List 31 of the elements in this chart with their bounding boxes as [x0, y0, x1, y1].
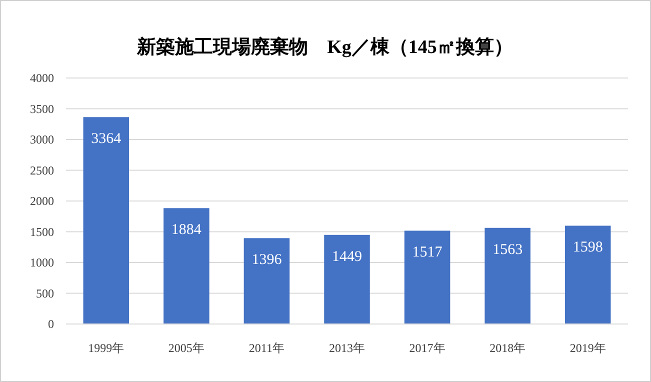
data-label: 1517: [412, 244, 443, 261]
bar: [484, 228, 530, 324]
x-tick-label: 2019年: [570, 341, 606, 355]
bar: [324, 234, 370, 324]
data-label: 1396: [252, 252, 282, 268]
data-label: 3364: [91, 131, 122, 148]
data-label: 1563: [492, 242, 523, 258]
bar: [564, 226, 611, 324]
x-tick-label: 1999年: [88, 341, 124, 355]
x-tick-label: 2011年: [248, 341, 284, 355]
y-tick-label: 3500: [30, 102, 54, 116]
data-label: 1884: [171, 222, 202, 238]
y-tick-label: 0: [48, 317, 54, 331]
y-tick-label: 3000: [30, 132, 54, 146]
data-label: 1449: [332, 248, 362, 265]
y-tick-label: 4000: [30, 71, 54, 85]
bar: [164, 208, 210, 324]
chart-title: 新築施工現場廃棄物 Kg／棟（145㎡換算）: [136, 36, 513, 58]
x-tick-label: 2017年: [409, 341, 446, 355]
x-tick-label: 2018年: [490, 341, 526, 355]
bar: [404, 230, 450, 324]
x-tick-label: 2005年: [168, 341, 204, 355]
y-tick-label: 1500: [30, 224, 54, 239]
data-label: 1598: [572, 240, 603, 256]
y-tick-label: 1000: [30, 256, 54, 270]
y-tick-label: 2000: [30, 194, 54, 208]
bar: [83, 117, 130, 324]
x-tick-label: 2013年: [329, 341, 365, 355]
bar: [244, 238, 290, 324]
y-tick-label: 500: [36, 286, 54, 300]
y-tick-label: 2500: [30, 163, 54, 178]
